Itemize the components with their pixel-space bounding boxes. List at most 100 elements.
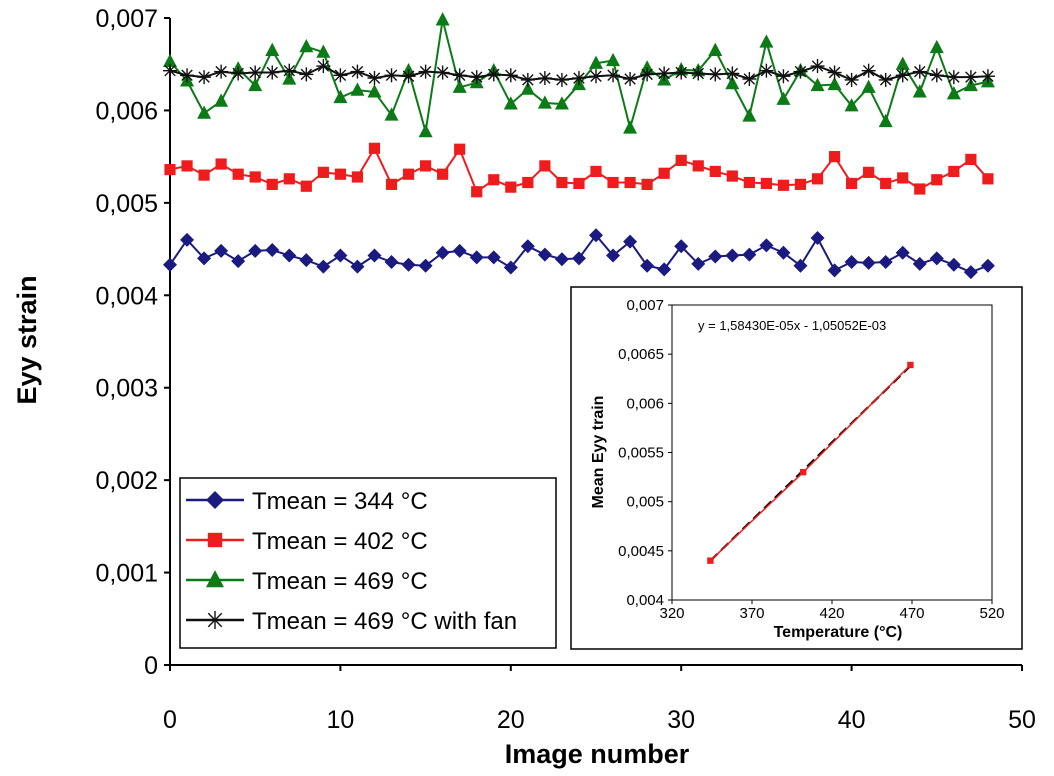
data-point	[794, 178, 807, 190]
data-point	[776, 91, 791, 105]
data-point	[505, 181, 517, 193]
data-point	[214, 93, 229, 107]
data-point	[810, 77, 825, 92]
main-x-tick-label: 40	[838, 706, 866, 734]
main-x-tick-label: 50	[1008, 706, 1036, 734]
data-point	[929, 39, 944, 54]
data-point	[589, 55, 603, 69]
legend-marker	[206, 491, 224, 509]
data-point	[283, 173, 295, 185]
data-point	[963, 77, 978, 92]
data-point	[435, 65, 450, 80]
data-point	[827, 263, 842, 278]
data-point	[708, 67, 723, 82]
data-point	[980, 258, 995, 273]
data-point	[163, 257, 177, 272]
data-point	[486, 67, 501, 82]
data-point	[897, 172, 909, 184]
data-point	[350, 259, 365, 274]
data-point	[231, 254, 246, 269]
inset-y-tick-label: 0,0045	[618, 543, 664, 560]
data-point	[931, 174, 943, 186]
data-point	[537, 95, 552, 109]
inset-y-tick-label: 0,006	[626, 395, 664, 412]
data-point	[982, 173, 994, 185]
legend-label: Tmean = 402 °C	[252, 528, 428, 555]
data-point	[418, 258, 433, 273]
inset-fit-equation: y = 1,58430E-05x - 1,05052E-03	[698, 318, 886, 333]
main-y-tick-label: 0	[144, 652, 158, 680]
data-point	[197, 105, 212, 119]
data-point	[657, 262, 672, 277]
data-point	[265, 242, 280, 257]
legend-marker	[206, 570, 224, 588]
main-y-tick-label: 0,004	[95, 282, 158, 310]
data-point	[198, 169, 210, 181]
main-y-ticks: 0 0,001 0,002 0,003 0,004 0,005 0,006 0,007	[95, 5, 170, 680]
data-point	[181, 160, 193, 172]
data-point	[316, 44, 331, 58]
main-y-tick-label: 0,005	[95, 190, 158, 218]
data-point	[282, 71, 297, 85]
data-point	[963, 265, 978, 280]
data-point	[878, 255, 893, 270]
data-point	[215, 158, 227, 170]
data-point	[266, 178, 278, 190]
inset-x-tick-label: 520	[979, 605, 1004, 622]
data-point	[367, 84, 382, 98]
data-point	[299, 38, 314, 53]
data-point	[452, 243, 467, 258]
data-point	[486, 250, 501, 265]
data-point	[793, 258, 808, 273]
data-point	[912, 64, 927, 79]
data-point	[232, 168, 244, 180]
data-point	[351, 171, 364, 183]
inset-y-tick-label: 0,005	[626, 494, 664, 511]
data-point	[454, 143, 466, 155]
data-point	[759, 238, 774, 253]
data-point	[520, 81, 535, 95]
main-x-axis-title: Image number	[505, 739, 690, 769]
data-point	[469, 250, 484, 265]
data-point	[334, 168, 346, 180]
data-point	[793, 64, 808, 79]
data-point	[333, 89, 348, 104]
data-point	[554, 72, 569, 87]
data-point	[880, 177, 892, 190]
inset-y-tick-label: 0,004	[626, 592, 664, 609]
main-y-tick-label: 0,007	[95, 5, 158, 33]
data-point	[946, 86, 961, 100]
data-point	[811, 173, 824, 185]
data-point	[469, 70, 484, 85]
data-point	[503, 68, 518, 83]
data-point	[776, 245, 791, 260]
data-point	[350, 64, 365, 79]
data-point	[402, 168, 415, 180]
data-point	[623, 120, 638, 134]
data-point	[675, 154, 687, 166]
data-point	[554, 252, 569, 267]
data-point	[708, 249, 723, 264]
data-point	[861, 63, 876, 78]
legend-label: Tmean = 469 °C	[252, 568, 428, 595]
data-point	[640, 258, 655, 273]
data-point	[503, 260, 518, 275]
data-point	[249, 171, 261, 183]
legend: Tmean = 344 °C Tmean = 402 °C Tmean = 469 …	[179, 477, 557, 649]
data-point	[674, 239, 689, 254]
data-point	[725, 75, 740, 90]
data-point	[844, 98, 859, 112]
main-y-tick-label: 0,002	[95, 467, 158, 495]
data-point	[846, 177, 858, 190]
inset-frame	[570, 286, 1023, 650]
data-point	[282, 248, 297, 263]
data-point	[691, 256, 706, 271]
data-point	[231, 66, 246, 81]
data-point	[248, 243, 263, 258]
data-point	[776, 69, 791, 84]
data-point	[607, 176, 619, 189]
data-point	[691, 66, 706, 81]
data-point	[878, 113, 893, 128]
inset-x-tick-label: 470	[899, 605, 924, 622]
